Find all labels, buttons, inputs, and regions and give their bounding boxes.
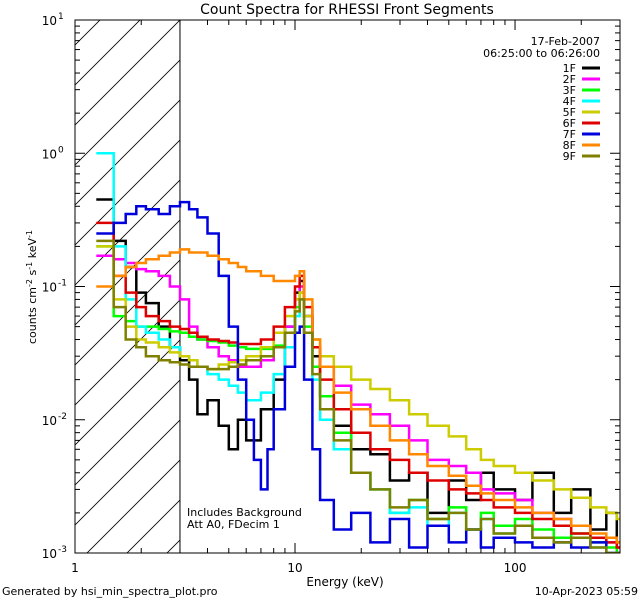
legend-label-9f: 9F xyxy=(563,150,576,163)
legend-label-8f: 8F xyxy=(563,139,576,152)
hatch-fill xyxy=(75,20,180,553)
legend-label-2f: 2F xyxy=(563,73,576,86)
y-tick-label: 10 xyxy=(42,281,57,295)
legend-label-6f: 6F xyxy=(563,117,576,130)
legend-label-1f: 1F xyxy=(563,62,576,75)
annotation-background: Includes Background xyxy=(187,506,302,519)
y-tick-exponent: -3 xyxy=(58,545,67,555)
y-tick-exponent: 1 xyxy=(58,12,64,22)
series-9f-line xyxy=(96,239,620,553)
legend-label-3f: 3F xyxy=(563,84,576,97)
y-tick-exponent: -2 xyxy=(58,412,67,422)
footer-generated-by: Generated by hsi_min_spectra_plot.pro xyxy=(2,585,218,598)
legend-label-7f: 7F xyxy=(563,128,576,141)
series-3f-line xyxy=(96,245,620,553)
x-tick-label: 10 xyxy=(287,561,302,575)
x-tick-label: 100 xyxy=(504,561,527,575)
legend-label-5f: 5F xyxy=(563,106,576,119)
time-range-label: 06:25:00 to 06:26:00 xyxy=(483,47,600,60)
legend-label-4f: 4F xyxy=(563,95,576,108)
y-axis-label: counts cm-2 s-1 keV-1 xyxy=(25,230,40,344)
y-tick-label: 10 xyxy=(42,14,57,28)
annotation-attenuator: Att A0, FDecim 1 xyxy=(187,518,280,531)
y-tick-label: 10 xyxy=(42,147,57,161)
y-tick-label: 10 xyxy=(42,414,57,428)
series-8f-line xyxy=(96,248,620,544)
chart-title: Count Spectra for RHESSI Front Segments xyxy=(200,2,494,18)
series-layer xyxy=(96,152,620,553)
y-tick-exponent: 0 xyxy=(58,145,64,155)
date-label: 17-Feb-2007 xyxy=(531,35,600,48)
x-axis-label: Energy (keV) xyxy=(306,575,383,589)
y-tick-exponent: -1 xyxy=(58,279,67,289)
hatched-region xyxy=(75,20,181,553)
x-tick-label: 1 xyxy=(71,561,79,575)
series-7f-line xyxy=(96,200,620,553)
y-axis-label-text: counts cm-2 s-1 keV-1 xyxy=(25,230,40,344)
footer-date: 10-Apr-2023 05:59 xyxy=(535,585,638,598)
axis-ticks xyxy=(74,20,621,554)
y-tick-label: 10 xyxy=(42,547,57,561)
